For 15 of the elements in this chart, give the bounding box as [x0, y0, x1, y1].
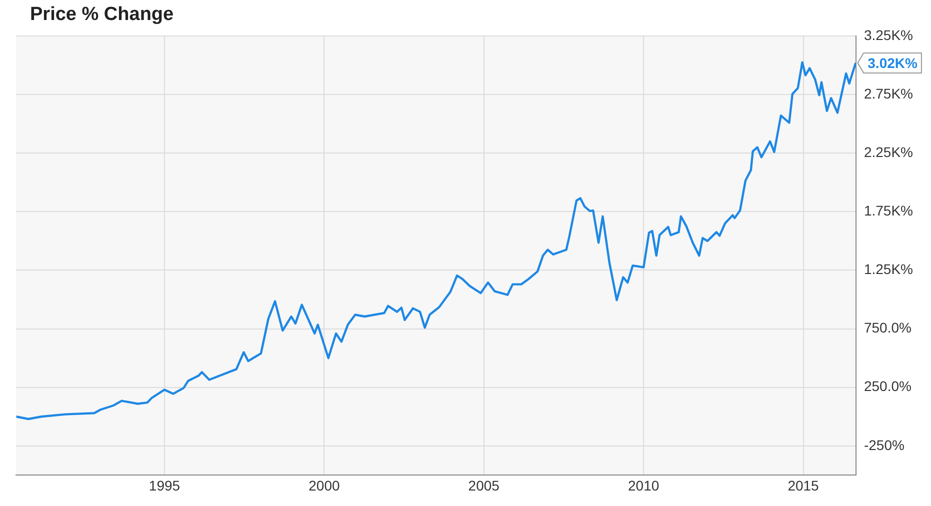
- x-tick-label: 1995: [148, 477, 180, 494]
- x-tick-label: 2000: [308, 477, 340, 494]
- y-tick-label: 1.75K%: [864, 202, 914, 219]
- y-tick-label: 3.25K%: [864, 26, 914, 43]
- y-tick-label: 1.25K%: [864, 261, 914, 278]
- y-tick-label: 250.0%: [864, 378, 912, 394]
- annotation: 3.02K%: [868, 54, 918, 71]
- y-tick-label: 750.0%: [864, 320, 912, 336]
- chart-title: Price % Change: [30, 4, 174, 26]
- x-tick-label: 2010: [628, 477, 660, 494]
- y-tick-label: -250%: [864, 436, 904, 453]
- y-tick-label: 2.25K%: [864, 144, 914, 160]
- x-tick-label: 2005: [468, 477, 500, 494]
- y-tick-label: 2.75K%: [864, 85, 914, 102]
- x-tick-label: 2015: [788, 477, 820, 494]
